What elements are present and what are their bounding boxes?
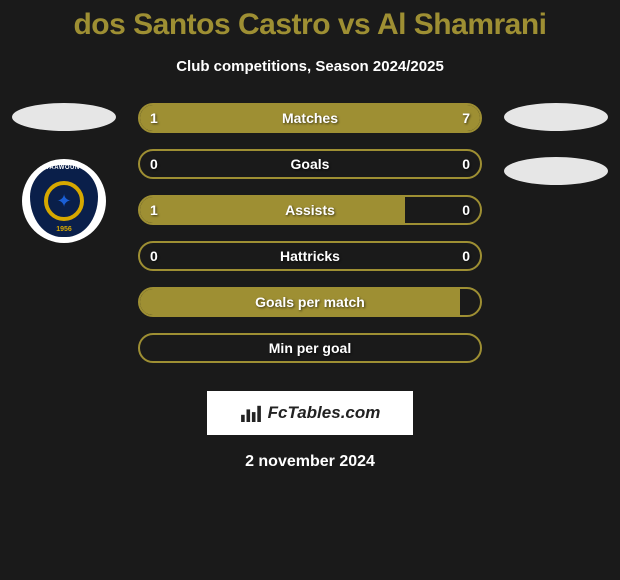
club-star-icon: ✦ xyxy=(52,189,76,213)
comparison-main: ALTAAWOUN FC ✦ 1956 17Matches00Goals10As… xyxy=(0,103,620,383)
comparison-title: dos Santos Castro vs Al Shamrani xyxy=(0,0,620,42)
right-player-column xyxy=(500,103,612,185)
right-club-placeholder xyxy=(504,157,608,185)
left-player-placeholder xyxy=(12,103,116,131)
stat-value-right: 7 xyxy=(462,105,470,131)
stat-bar-left xyxy=(140,197,405,223)
bars-icon xyxy=(240,404,262,422)
left-club-logo: ALTAAWOUN FC ✦ 1956 xyxy=(22,159,106,243)
stat-value-right: 0 xyxy=(462,197,470,223)
club-name-text: ALTAAWOUN FC xyxy=(22,165,106,171)
club-year-text: 1956 xyxy=(22,226,106,233)
season-subtitle: Club competitions, Season 2024/2025 xyxy=(0,58,620,75)
stat-row: 17Matches xyxy=(138,103,482,133)
stat-row: 0 0Hattricks xyxy=(138,241,482,271)
stat-value-right: 0 xyxy=(462,151,470,177)
stat-value-right: 0 xyxy=(462,243,470,269)
stat-bar-right xyxy=(183,105,481,131)
stat-row: 10Assists xyxy=(138,195,482,225)
stat-bar-left xyxy=(140,289,460,315)
watermark-text: FcTables.com xyxy=(268,403,381,423)
fctables-watermark: FcTables.com xyxy=(207,391,413,435)
stat-row: Goals per match xyxy=(138,287,482,317)
right-player-placeholder xyxy=(504,103,608,131)
stat-value-left: 0 xyxy=(150,243,158,269)
stat-row: 0 0Goals xyxy=(138,149,482,179)
stat-label: Goals xyxy=(140,151,480,177)
left-player-column: ALTAAWOUN FC ✦ 1956 xyxy=(8,103,120,243)
snapshot-date: 2 november 2024 xyxy=(0,453,620,471)
stat-value-left: 1 xyxy=(150,197,158,223)
stat-value-left: 0 xyxy=(150,151,158,177)
stat-bar-left xyxy=(140,105,183,131)
stats-bars-column: 17Matches00Goals10Assists00HattricksGoal… xyxy=(138,103,482,379)
stat-label: Min per goal xyxy=(140,335,480,361)
stat-label: Hattricks xyxy=(140,243,480,269)
stat-row: Min per goal xyxy=(138,333,482,363)
stat-value-left: 1 xyxy=(150,105,158,131)
